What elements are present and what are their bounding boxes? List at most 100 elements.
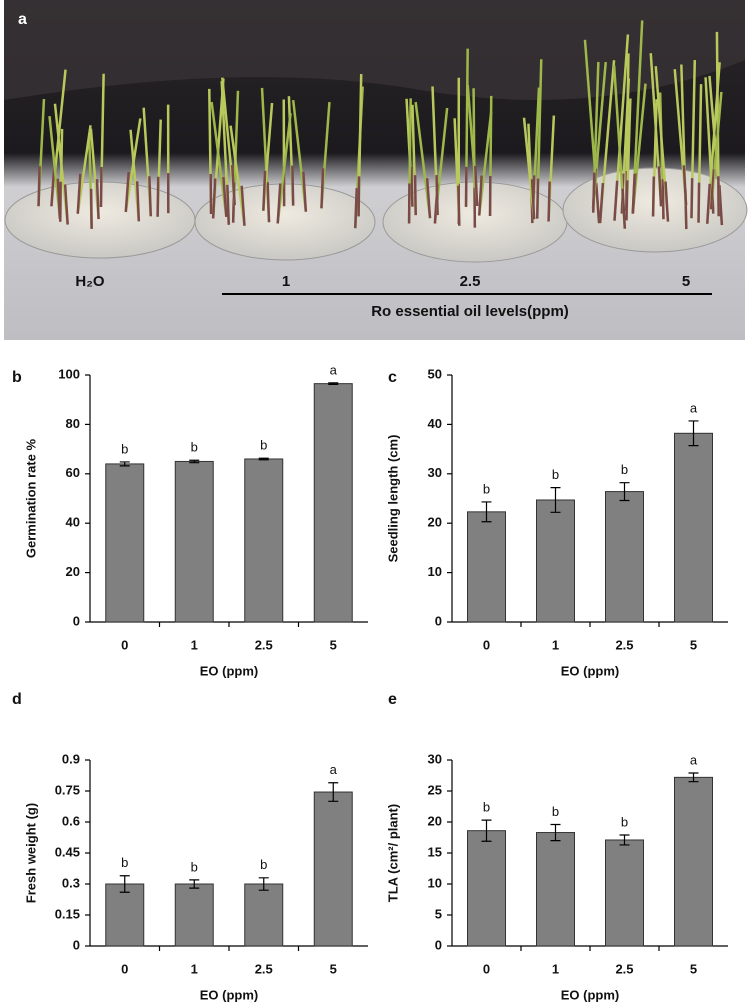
bar bbox=[174, 883, 214, 947]
x-tick-label: 5 bbox=[690, 637, 697, 652]
x-tick-label: 1 bbox=[552, 637, 559, 652]
seedling-base bbox=[457, 185, 461, 226]
bar bbox=[605, 491, 644, 623]
y-tick-label: 0.6 bbox=[62, 813, 80, 828]
seedling-base bbox=[99, 166, 103, 207]
y-tick-label: 0.15 bbox=[55, 906, 80, 921]
significance-letter: a bbox=[330, 762, 338, 777]
error-bar bbox=[258, 877, 269, 891]
y-tick-label: 30 bbox=[428, 751, 442, 766]
panel-letter: b bbox=[12, 369, 22, 386]
bar bbox=[605, 839, 644, 947]
seedling-base bbox=[474, 165, 479, 206]
x-tick-label: 1 bbox=[191, 961, 198, 976]
significance-letter: b bbox=[552, 467, 559, 482]
significance-letter: b bbox=[191, 440, 198, 455]
y-tick-label: 20 bbox=[428, 813, 442, 828]
y-tick-label: 20 bbox=[428, 515, 442, 530]
seedling-base bbox=[625, 180, 629, 221]
error-bar bbox=[189, 879, 200, 889]
error-bar bbox=[688, 420, 699, 447]
seedling-base bbox=[706, 183, 711, 224]
seedling-base bbox=[148, 176, 153, 217]
seedling-base bbox=[302, 171, 308, 212]
photo-label: 5 bbox=[682, 273, 690, 290]
seedling-base bbox=[413, 175, 417, 216]
seedling-base bbox=[709, 169, 715, 210]
seedling-base bbox=[37, 166, 41, 207]
bar bbox=[313, 791, 353, 947]
error-bar bbox=[328, 782, 339, 802]
significance-letter: a bbox=[690, 752, 698, 767]
y-tick-label: 0.45 bbox=[55, 844, 80, 859]
chart: b 0 20 40 60 80 100 b 0 b 1 b 2.5 a 5 EO (ppm) Germinati… bbox=[12, 362, 368, 678]
x-axis-label: EO (ppm) bbox=[200, 987, 259, 1002]
seedling-base bbox=[690, 178, 694, 219]
error-bar bbox=[119, 461, 130, 467]
panel-letter: e bbox=[388, 691, 397, 708]
significance-letter: b bbox=[621, 462, 628, 477]
y-tick-label: 0 bbox=[73, 937, 80, 952]
x-tick-label: 1 bbox=[552, 961, 559, 976]
y-tick-label: 0 bbox=[435, 937, 442, 952]
bar bbox=[313, 383, 353, 623]
x-tick-label: 2.5 bbox=[255, 637, 273, 652]
y-axis-label: TLA (cm²/ plant) bbox=[385, 804, 400, 902]
bar bbox=[174, 460, 214, 623]
y-axis-label: Seedling length (cm) bbox=[385, 435, 400, 563]
seedling-base bbox=[664, 181, 670, 222]
seedling-base bbox=[211, 178, 217, 219]
chart: c 0 10 20 30 40 50 b 0 b 1 b 2.5 a 5 EO (ppm) Seedling l… bbox=[385, 366, 728, 678]
x-axis-label: EO (ppm) bbox=[200, 663, 259, 678]
y-tick-label: 40 bbox=[66, 515, 80, 530]
x-axis-label: EO (ppm) bbox=[561, 987, 620, 1002]
bar bbox=[467, 511, 506, 623]
seedling-base bbox=[124, 171, 130, 213]
bar bbox=[105, 883, 145, 947]
x-tick-label: 2.5 bbox=[615, 961, 633, 976]
x-axis-label: EO (ppm) bbox=[561, 663, 620, 678]
seedling-base bbox=[661, 179, 665, 220]
seedling-base bbox=[276, 183, 282, 224]
significance-letter: a bbox=[690, 400, 698, 415]
chart: e 0 5 10 15 20 25 30 b 0 b 1 b 2.5 a 5 EO (ppm) TLA (cm²/… bbox=[385, 691, 728, 1002]
seedling-base bbox=[320, 168, 325, 209]
bar bbox=[536, 832, 575, 947]
y-tick-label: 0 bbox=[435, 613, 442, 628]
seedling-base bbox=[240, 185, 246, 226]
photo-label: 2.5 bbox=[460, 273, 481, 290]
y-tick-label: 100 bbox=[58, 366, 80, 381]
x-tick-label: 1 bbox=[191, 637, 198, 652]
seedling-base bbox=[230, 164, 236, 206]
seedling-base bbox=[621, 188, 627, 229]
seedling-base bbox=[291, 165, 295, 206]
significance-letter: b bbox=[621, 814, 628, 829]
photo: a H₂O 1 2.5 5 Ro essential oil levels(pp… bbox=[4, 0, 748, 340]
x-tick-label: 5 bbox=[690, 961, 697, 976]
seedling-base bbox=[156, 176, 160, 217]
bar bbox=[244, 458, 284, 623]
y-tick-label: 0 bbox=[73, 613, 80, 628]
seedling-base bbox=[226, 184, 231, 225]
error-bar bbox=[119, 875, 130, 893]
bar bbox=[536, 499, 575, 623]
panel-letter: a bbox=[18, 11, 27, 28]
bar bbox=[467, 830, 506, 947]
seedling-base bbox=[631, 173, 636, 214]
y-tick-label: 15 bbox=[428, 844, 442, 859]
seedling-base bbox=[657, 166, 663, 207]
seedling-base bbox=[410, 166, 414, 207]
y-tick-label: 10 bbox=[428, 564, 442, 579]
seedling-base bbox=[95, 178, 100, 220]
seedling-base bbox=[222, 176, 228, 218]
bar bbox=[244, 883, 284, 947]
y-axis-label: Germination rate % bbox=[23, 438, 38, 558]
significance-letter: b bbox=[483, 481, 490, 496]
y-tick-label: 0.9 bbox=[62, 751, 80, 766]
y-tick-label: 0.3 bbox=[62, 875, 80, 890]
seedling-base bbox=[477, 175, 483, 216]
seedling-base bbox=[135, 181, 141, 222]
x-tick-label: 5 bbox=[330, 637, 337, 652]
y-tick-label: 30 bbox=[428, 465, 442, 480]
